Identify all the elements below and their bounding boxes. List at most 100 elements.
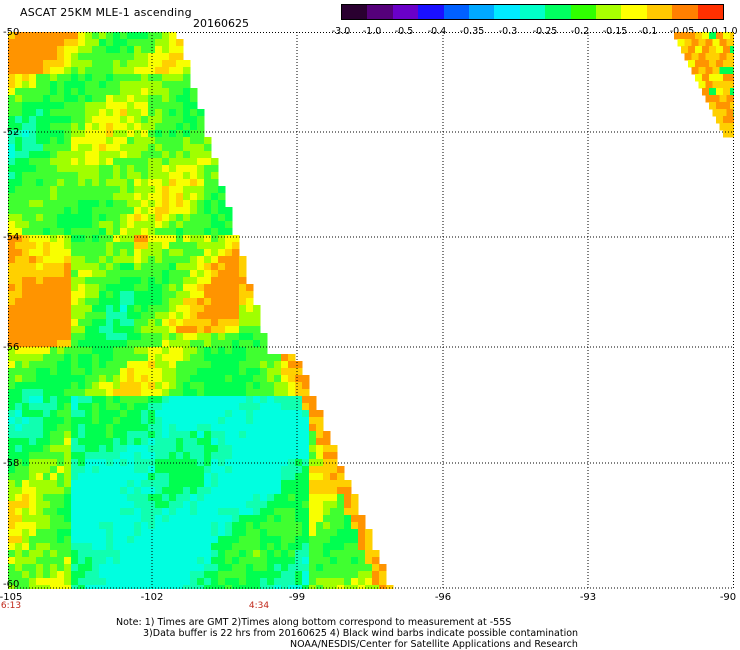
swath-pixel xyxy=(190,361,198,369)
swath-pixel xyxy=(99,494,107,502)
swath-pixel xyxy=(64,445,72,453)
swath-pixel xyxy=(323,480,331,488)
swath-pixel xyxy=(232,536,240,544)
swath-pixel xyxy=(726,123,734,131)
swath-pixel xyxy=(113,102,121,110)
swath-pixel xyxy=(155,515,163,523)
swath-pixel xyxy=(43,466,51,474)
swath-pixel xyxy=(92,151,100,159)
swath-pixel xyxy=(197,158,205,166)
swath-pixel xyxy=(85,466,93,474)
swath-pixel xyxy=(162,417,170,425)
swath-pixel xyxy=(127,256,135,264)
swath-pixel xyxy=(71,431,79,439)
swath-pixel xyxy=(246,347,254,355)
swath-pixel xyxy=(36,123,44,131)
swath-pixel xyxy=(197,228,205,236)
swath-pixel xyxy=(113,312,121,320)
swath-pixel xyxy=(155,221,163,229)
swath-pixel xyxy=(106,39,114,47)
swath-pixel xyxy=(246,417,254,425)
swath-pixel xyxy=(127,249,135,257)
swath-pixel xyxy=(148,165,156,173)
swath-pixel xyxy=(197,263,205,271)
swath-pixel xyxy=(351,557,359,565)
swath-pixel xyxy=(57,158,65,166)
swath-pixel xyxy=(92,137,100,145)
swath-pixel xyxy=(155,109,163,117)
swath-pixel xyxy=(337,557,345,565)
swath-pixel xyxy=(36,368,44,376)
swath-pixel xyxy=(716,32,724,40)
swath-pixel xyxy=(351,550,359,558)
swath-pixel xyxy=(8,123,16,131)
swath-pixel xyxy=(246,438,254,446)
swath-pixel xyxy=(127,501,135,509)
swath-pixel xyxy=(183,333,191,341)
swath-pixel xyxy=(120,585,128,589)
swath-pixel xyxy=(85,368,93,376)
swath-pixel xyxy=(106,487,114,495)
swath-pixel xyxy=(288,501,296,509)
swath-pixel xyxy=(148,249,156,257)
swath-pixel xyxy=(127,214,135,222)
colorbar-label: -0.5 xyxy=(394,26,414,37)
swath-pixel xyxy=(197,130,205,138)
swath-pixel xyxy=(232,256,240,264)
swath-pixel xyxy=(688,60,696,68)
swath-pixel xyxy=(8,368,16,376)
swath-pixel xyxy=(113,389,121,397)
swath-pixel xyxy=(8,53,16,61)
swath-pixel xyxy=(218,438,226,446)
swath-pixel xyxy=(113,522,121,530)
swath-pixel xyxy=(141,452,149,460)
swath-pixel xyxy=(155,172,163,180)
swath-pixel xyxy=(288,396,296,404)
swath-pixel xyxy=(127,431,135,439)
swath-pixel xyxy=(92,109,100,117)
swath-pixel xyxy=(50,130,58,138)
swath-pixel xyxy=(36,473,44,481)
swath-pixel xyxy=(351,508,359,516)
swath-pixel xyxy=(148,193,156,201)
swath-pixel xyxy=(281,382,289,390)
swath-pixel xyxy=(246,585,254,589)
swath-pixel xyxy=(176,305,184,313)
swath-pixel xyxy=(113,571,121,579)
swath-pixel xyxy=(162,158,170,166)
colorbar-segment xyxy=(545,5,571,19)
swath-pixel xyxy=(218,571,226,579)
swath-pixel xyxy=(99,403,107,411)
swath-pixel xyxy=(169,102,177,110)
swath-pixel xyxy=(148,529,156,537)
swath-pixel xyxy=(134,585,142,589)
swath-pixel xyxy=(22,88,30,96)
swath-pixel xyxy=(106,179,114,187)
swath-pixel xyxy=(92,284,100,292)
swath-pixel xyxy=(43,529,51,537)
swath-pixel xyxy=(120,95,128,103)
swath-main xyxy=(8,32,394,589)
swath-pixel xyxy=(120,312,128,320)
swath-pixel xyxy=(162,578,170,586)
swath-pixel xyxy=(267,508,275,516)
swath-pixel xyxy=(113,305,121,313)
swath-pixel xyxy=(113,123,121,131)
swath-pixel xyxy=(15,46,23,54)
swath-pixel xyxy=(64,494,72,502)
swath-pixel xyxy=(169,144,177,152)
swath-pixel xyxy=(134,165,142,173)
swath-pixel xyxy=(29,515,37,523)
swath-pixel xyxy=(141,207,149,215)
swath-pixel xyxy=(71,60,79,68)
swath-pixel xyxy=(8,158,16,166)
swath-pixel xyxy=(155,179,163,187)
swath-pixel xyxy=(99,585,107,589)
swath-pixel xyxy=(323,494,331,502)
swath-pixel xyxy=(211,480,219,488)
swath-pixel xyxy=(337,487,345,495)
swath-pixel xyxy=(43,263,51,271)
swath-pixel xyxy=(162,74,170,82)
swath-pixel xyxy=(190,354,198,362)
swath-pixel xyxy=(57,67,65,75)
